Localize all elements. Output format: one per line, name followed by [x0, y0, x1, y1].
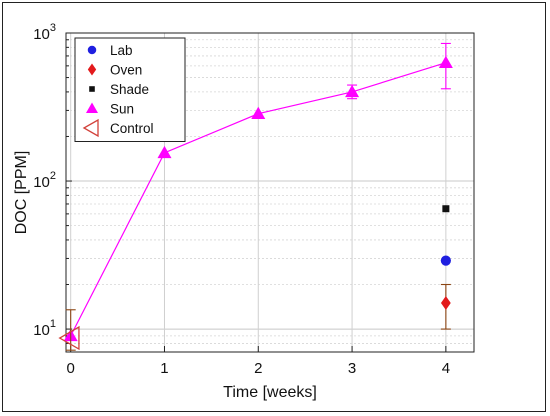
data-marks: [58, 42, 453, 351]
x-tick-label: 3: [348, 360, 356, 377]
series-shade: [442, 205, 450, 213]
data-point: [157, 145, 172, 159]
plot-area: [65, 32, 475, 353]
legend: Lab Oven Shade Sun Control: [74, 37, 186, 142]
y-tick-label: 101: [33, 318, 56, 339]
x-tick-label: 2: [254, 360, 262, 377]
legend-label: Shade: [110, 82, 149, 97]
data-point: [440, 255, 451, 266]
y-tick-label-exponent: 1: [50, 318, 56, 330]
x-axis-title: Time [weeks]: [223, 384, 317, 401]
legend-label: Sun: [110, 102, 134, 117]
data-point: [58, 325, 80, 351]
legend-marker: [87, 63, 97, 76]
series-control: [58, 309, 80, 351]
x-tick-label: 1: [160, 360, 168, 377]
y-tick-label: 103: [33, 22, 56, 43]
legend-item-sun: Sun: [86, 102, 134, 117]
y-tick-label-base: 10: [33, 174, 50, 191]
y-tick-label-exponent: 3: [50, 22, 56, 34]
x-tick-label: 0: [67, 360, 75, 377]
legend-marker: [87, 45, 97, 55]
legend-label: Control: [110, 121, 154, 136]
y-tick-label-base: 10: [33, 26, 50, 43]
y-tick-label: 102: [33, 170, 56, 191]
y-tick-label-exponent: 2: [50, 170, 56, 182]
figure-frame: [2, 2, 546, 412]
x-tick-label: 4: [442, 360, 450, 377]
legend-marker: [82, 118, 99, 138]
y-tick-label-base: 10: [33, 322, 50, 339]
series-lab: [440, 255, 451, 266]
legend-label: Oven: [110, 63, 142, 78]
legend-item-oven: Oven: [87, 63, 142, 78]
data-point: [442, 205, 450, 213]
y-axis-title: DOC [PPM]: [13, 151, 30, 235]
legend-label: Lab: [110, 43, 133, 58]
legend-item-lab: Lab: [87, 43, 133, 58]
data-point: [438, 55, 453, 68]
legend-item-control: Control: [82, 118, 154, 138]
data-point: [251, 106, 266, 119]
data-point: [440, 296, 451, 311]
legend-item-shade: Shade: [89, 82, 149, 97]
legend-marker: [86, 102, 98, 113]
series-oven: [440, 283, 451, 330]
data-point: [345, 84, 360, 98]
legend-marker: [89, 86, 95, 92]
